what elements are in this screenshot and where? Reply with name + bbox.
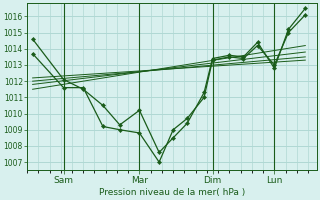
X-axis label: Pression niveau de la mer( hPa ): Pression niveau de la mer( hPa ) — [99, 188, 245, 197]
